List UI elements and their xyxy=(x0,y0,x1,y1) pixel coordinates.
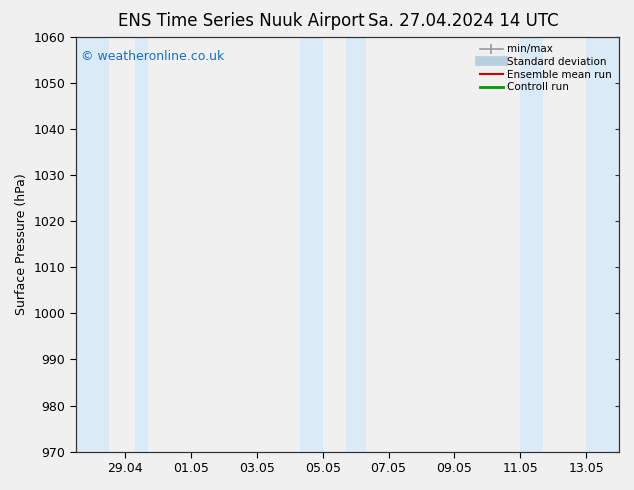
Bar xyxy=(521,37,543,452)
Bar xyxy=(76,37,109,452)
Text: © weatheronline.co.uk: © weatheronline.co.uk xyxy=(81,49,224,63)
Text: Sa. 27.04.2024 14 UTC: Sa. 27.04.2024 14 UTC xyxy=(368,12,558,30)
Bar xyxy=(300,37,323,452)
Y-axis label: Surface Pressure (hPa): Surface Pressure (hPa) xyxy=(15,173,28,315)
Text: ENS Time Series Nuuk Airport: ENS Time Series Nuuk Airport xyxy=(118,12,364,30)
Bar xyxy=(346,37,366,452)
Legend: min/max, Standard deviation, Ensemble mean run, Controll run: min/max, Standard deviation, Ensemble me… xyxy=(478,42,614,95)
Bar xyxy=(586,37,619,452)
Bar xyxy=(135,37,148,452)
